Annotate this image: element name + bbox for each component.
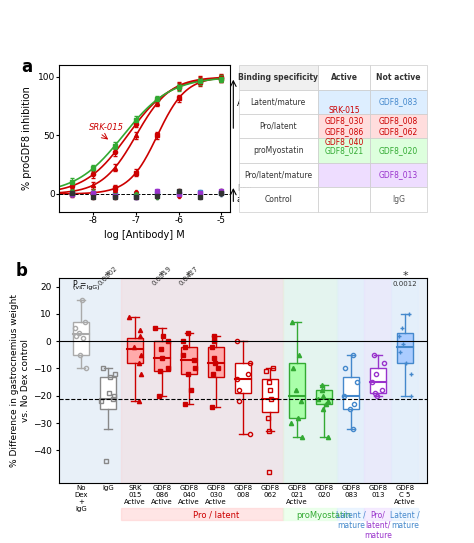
Text: proMyostatin: proMyostatin — [296, 510, 351, 520]
Text: Latent /
mature: Latent / mature — [336, 510, 366, 530]
Text: P =: P = — [73, 280, 86, 289]
FancyBboxPatch shape — [181, 346, 197, 374]
FancyBboxPatch shape — [289, 363, 305, 418]
FancyBboxPatch shape — [239, 163, 318, 187]
FancyBboxPatch shape — [318, 138, 370, 163]
Y-axis label: % proGDF8 inhibition: % proGDF8 inhibition — [22, 86, 32, 190]
Text: GDF8_008
GDF8_062: GDF8_008 GDF8_062 — [379, 116, 418, 136]
FancyBboxPatch shape — [370, 65, 427, 90]
Bar — [283, 279, 337, 483]
Text: 0.0427: 0.0427 — [178, 265, 200, 287]
Bar — [337, 508, 365, 520]
Text: Pro/
latent/
mature: Pro/ latent/ mature — [364, 510, 392, 540]
Text: proMyostatin: proMyostatin — [253, 146, 303, 155]
FancyBboxPatch shape — [235, 363, 251, 393]
FancyBboxPatch shape — [316, 390, 332, 404]
Text: *: * — [105, 271, 111, 281]
FancyBboxPatch shape — [239, 90, 318, 114]
FancyBboxPatch shape — [343, 377, 359, 409]
FancyBboxPatch shape — [370, 163, 427, 187]
Text: Pro/latent/mature: Pro/latent/mature — [244, 171, 312, 179]
FancyBboxPatch shape — [397, 333, 413, 363]
Text: GDF8_021: GDF8_021 — [324, 146, 364, 155]
FancyBboxPatch shape — [370, 138, 427, 163]
Bar — [121, 279, 283, 483]
Text: 0.0019: 0.0019 — [151, 265, 173, 287]
Text: (vs. IgG): (vs. IgG) — [73, 285, 99, 290]
FancyBboxPatch shape — [127, 338, 143, 363]
FancyBboxPatch shape — [73, 322, 89, 355]
FancyBboxPatch shape — [318, 90, 370, 114]
Bar — [337, 279, 365, 483]
FancyBboxPatch shape — [318, 65, 370, 90]
FancyBboxPatch shape — [318, 187, 370, 212]
FancyBboxPatch shape — [370, 114, 427, 138]
Text: GDF8_020: GDF8_020 — [379, 146, 418, 155]
FancyBboxPatch shape — [208, 346, 224, 377]
FancyBboxPatch shape — [318, 114, 370, 138]
X-axis label: log [Antibody] M: log [Antibody] M — [104, 230, 185, 241]
Bar — [365, 279, 392, 483]
Bar — [392, 508, 419, 520]
Text: 0.0002: 0.0002 — [97, 265, 118, 287]
FancyBboxPatch shape — [370, 187, 427, 212]
FancyBboxPatch shape — [318, 163, 370, 187]
Y-axis label: % Difference in gastrocnemius weight
vs. No Dex control: % Difference in gastrocnemius weight vs.… — [10, 294, 30, 468]
Text: Binding specificity: Binding specificity — [238, 73, 319, 82]
Text: Pro/latent: Pro/latent — [259, 122, 297, 131]
Text: b: b — [15, 262, 27, 280]
FancyBboxPatch shape — [154, 341, 170, 371]
Text: a: a — [22, 58, 33, 76]
Text: Pro / latent: Pro / latent — [193, 510, 239, 520]
FancyBboxPatch shape — [370, 90, 427, 114]
Bar — [392, 279, 419, 483]
FancyBboxPatch shape — [370, 369, 386, 393]
Bar — [121, 508, 283, 520]
Text: Latent /
mature: Latent / mature — [390, 510, 420, 530]
Text: GDF8_083: GDF8_083 — [379, 97, 418, 106]
FancyBboxPatch shape — [262, 380, 278, 412]
Bar — [283, 508, 337, 520]
FancyBboxPatch shape — [100, 377, 116, 409]
FancyBboxPatch shape — [239, 65, 318, 90]
Text: 0.0012: 0.0012 — [392, 281, 417, 287]
Text: Active: Active — [330, 73, 357, 82]
Text: IgG: IgG — [392, 195, 405, 204]
Text: Not
active: Not active — [237, 184, 264, 204]
FancyBboxPatch shape — [239, 114, 318, 138]
Text: Latent/mature: Latent/mature — [251, 97, 306, 106]
Text: *: * — [402, 271, 408, 281]
Text: Control: Control — [264, 195, 292, 204]
Text: Active: Active — [237, 99, 265, 108]
Text: SRK-015: SRK-015 — [89, 123, 124, 131]
FancyBboxPatch shape — [239, 187, 318, 212]
Text: SRK-015
GDF8_030
GDF8_086
GDF8_040: SRK-015 GDF8_030 GDF8_086 GDF8_040 — [324, 106, 364, 146]
Text: GDF8_013: GDF8_013 — [379, 171, 418, 179]
Text: *: * — [186, 271, 191, 281]
Text: *: * — [159, 271, 164, 281]
Text: Not active: Not active — [376, 73, 421, 82]
FancyBboxPatch shape — [239, 138, 318, 163]
Bar — [365, 508, 392, 520]
